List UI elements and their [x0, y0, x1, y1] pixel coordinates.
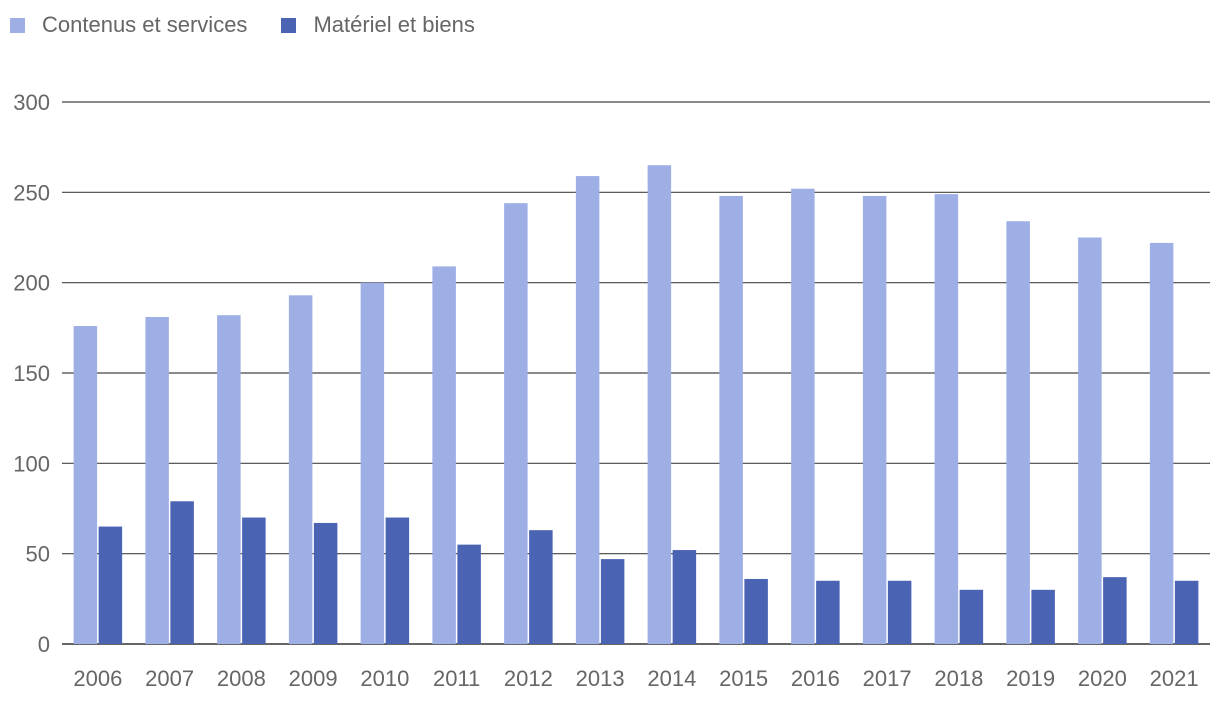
y-tick-label-250: 250 [13, 180, 50, 205]
bar-contenus-2011 [432, 266, 456, 644]
bar-materiel-2014 [672, 550, 697, 644]
bar-contenus-2016 [791, 188, 815, 644]
y-tick-label-150: 150 [13, 361, 50, 386]
legend-label-materiel: Matériel et biens [313, 12, 475, 37]
x-tick-label-2013: 2013 [576, 666, 625, 691]
bar-materiel-2021 [1174, 580, 1199, 644]
bar-materiel-2009 [313, 522, 338, 644]
bar-contenus-2007 [145, 316, 169, 644]
bar-materiel-2007 [170, 501, 194, 644]
bar-materiel-2015 [744, 578, 768, 644]
y-tick-label-300: 300 [13, 90, 50, 115]
bar-materiel-2020 [1103, 577, 1127, 644]
x-tick-label-2011: 2011 [433, 666, 480, 691]
x-tick-label-2009: 2009 [289, 666, 338, 691]
bar-materiel-2008 [242, 517, 266, 644]
bars [73, 165, 1199, 645]
x-tick-label-2017: 2017 [863, 666, 912, 691]
y-tick-label-0: 0 [38, 632, 50, 657]
bar-contenus-2009 [288, 295, 313, 644]
y-axis-ticks: 0 50 100 150 200 250 300 [13, 90, 50, 657]
bar-materiel-2012 [529, 530, 553, 644]
bar-contenus-2012 [504, 203, 528, 644]
x-tick-label-2014: 2014 [647, 666, 696, 691]
x-tick-label-2006: 2006 [73, 666, 122, 691]
bar-contenus-2010 [360, 282, 385, 644]
bar-contenus-2014 [647, 165, 672, 644]
x-tick-label-2019: 2019 [1006, 666, 1055, 691]
bar-contenus-2018 [934, 194, 959, 644]
bar-materiel-2017 [887, 580, 912, 644]
bar-materiel-2018 [959, 589, 984, 644]
bar-materiel-2006 [98, 526, 123, 644]
legend-item-contenus: Contenus et services [10, 12, 247, 38]
x-tick-label-2021: 2021 [1150, 666, 1199, 691]
x-tick-label-2007: 2007 [145, 666, 194, 691]
bar-materiel-2010 [385, 517, 410, 644]
x-tick-label-2008: 2008 [217, 666, 266, 691]
x-tick-label-2020: 2020 [1078, 666, 1127, 691]
legend-label-contenus: Contenus et services [42, 12, 248, 37]
y-tick-label-200: 200 [13, 271, 50, 296]
x-tick-label-2010: 2010 [360, 666, 409, 691]
legend-swatch-materiel [281, 17, 297, 33]
bar-contenus-2017 [862, 195, 887, 645]
x-tick-label-2012: 2012 [504, 666, 553, 691]
x-tick-label-2015: 2015 [719, 666, 768, 691]
y-tick-label-100: 100 [13, 451, 50, 476]
bar-materiel-2016 [816, 580, 840, 644]
y-tick-label-50: 50 [26, 542, 50, 567]
bar-contenus-2013 [575, 176, 600, 644]
bar-contenus-2019 [1006, 221, 1030, 645]
bar-materiel-2011 [457, 544, 481, 644]
bar-materiel-2019 [1031, 589, 1055, 644]
legend-swatch-contenus [10, 17, 25, 33]
x-tick-label-2018: 2018 [934, 666, 983, 691]
bar-contenus-2021 [1149, 242, 1174, 645]
bar-contenus-2006 [73, 326, 98, 644]
bar-contenus-2008 [217, 315, 241, 644]
bar-contenus-2020 [1078, 237, 1102, 644]
bar-materiel-2013 [600, 559, 625, 644]
bar-contenus-2015 [719, 195, 743, 645]
legend-item-materiel: Matériel et biens [281, 12, 475, 38]
chart-legend: Contenus et services Matériel et biens [10, 12, 509, 38]
x-axis-ticks: 2006 2007 2008 2009 2010 2011 2012 2013 2014 2015… [73, 666, 1198, 691]
x-tick-label-2016: 2016 [791, 666, 840, 691]
